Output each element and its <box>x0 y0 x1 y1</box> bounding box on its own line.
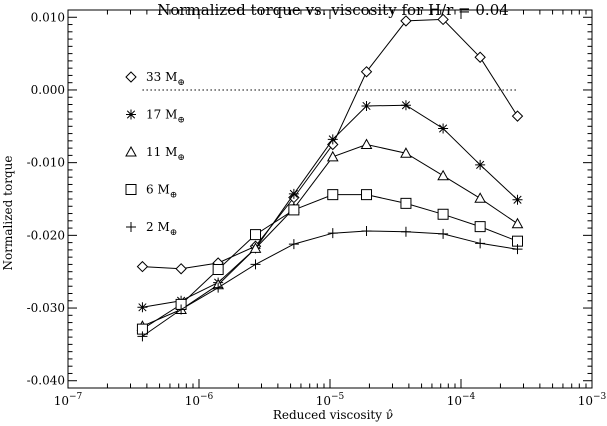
legend-label: 6 M⊕ <box>146 183 177 201</box>
data-point <box>438 123 449 134</box>
data-point <box>213 282 224 293</box>
series-line <box>142 104 518 308</box>
legend-marker <box>126 222 136 232</box>
data-point <box>361 189 373 201</box>
legend-marker <box>125 71 137 83</box>
y-tick-label: 0.010 <box>31 10 65 24</box>
data-point <box>512 194 523 205</box>
x-tick-label: 10−3 <box>578 392 607 408</box>
data-point <box>288 188 299 199</box>
legend-marker <box>126 109 136 120</box>
data-point <box>326 150 339 162</box>
data-point <box>327 228 338 239</box>
data-point <box>511 217 524 229</box>
data-point <box>137 302 148 313</box>
series-layer <box>136 13 524 342</box>
x-tick-label: 10−7 <box>54 392 83 408</box>
data-point <box>512 244 523 255</box>
x-axis-label: Reduced viscosity ν̂ <box>273 408 393 422</box>
data-point <box>360 138 373 149</box>
data-point <box>437 169 449 181</box>
y-tick-label: -0.020 <box>27 228 65 242</box>
series-17-m <box>137 100 523 313</box>
legend-marker <box>125 145 137 157</box>
y-tick-label: -0.010 <box>27 156 65 170</box>
data-point <box>361 225 372 236</box>
data-point <box>474 221 486 233</box>
data-point <box>250 259 261 270</box>
data-point <box>474 192 486 203</box>
data-point <box>360 66 373 78</box>
data-point <box>400 147 412 158</box>
x-tick-label: 10−5 <box>316 392 345 408</box>
data-point <box>137 331 148 342</box>
data-point <box>400 226 411 237</box>
y-tick-label: -0.040 <box>27 374 65 388</box>
series-line <box>142 230 518 337</box>
x-tick-label: 10−4 <box>447 392 476 408</box>
legend: 33 M⊕ 17 M⊕ 11 M⊕ 6 M⊕ 2 M⊕ <box>125 70 185 238</box>
y-tick-label: -0.030 <box>27 301 65 315</box>
data-point <box>212 264 224 276</box>
data-point <box>438 228 449 239</box>
legend-label: 2 M⊕ <box>146 220 177 238</box>
data-point <box>400 197 412 209</box>
data-point <box>176 304 187 315</box>
series-2-m <box>137 225 523 342</box>
y-axis-label: Normalized torque <box>1 156 15 271</box>
data-point <box>288 204 300 216</box>
data-point <box>475 159 486 170</box>
axes: 10−7 10−6 10−5 10−4 10−3 0.010 0.000 -0.010 -0.0… <box>27 9 607 408</box>
legend-label: 17 M⊕ <box>146 108 185 126</box>
data-point <box>250 229 262 241</box>
data-point <box>511 110 524 122</box>
legend-marker <box>125 184 137 195</box>
data-point <box>400 15 412 27</box>
x-tick-label: 10−6 <box>185 392 214 408</box>
data-point <box>400 100 411 111</box>
series-line <box>142 194 518 330</box>
data-point <box>437 13 449 26</box>
legend-label: 11 M⊕ <box>146 145 185 163</box>
data-point <box>288 239 299 250</box>
legend-label: 33 M⊕ <box>146 70 185 88</box>
data-point <box>249 242 262 253</box>
series-6-m <box>136 189 524 335</box>
data-point <box>437 208 449 220</box>
data-point <box>175 263 187 275</box>
data-point <box>327 189 339 201</box>
data-point <box>475 238 486 249</box>
y-tick-label: 0.000 <box>31 83 65 97</box>
data-point <box>327 134 338 145</box>
data-point <box>361 100 372 111</box>
data-point <box>136 260 149 273</box>
data-point <box>474 51 486 63</box>
